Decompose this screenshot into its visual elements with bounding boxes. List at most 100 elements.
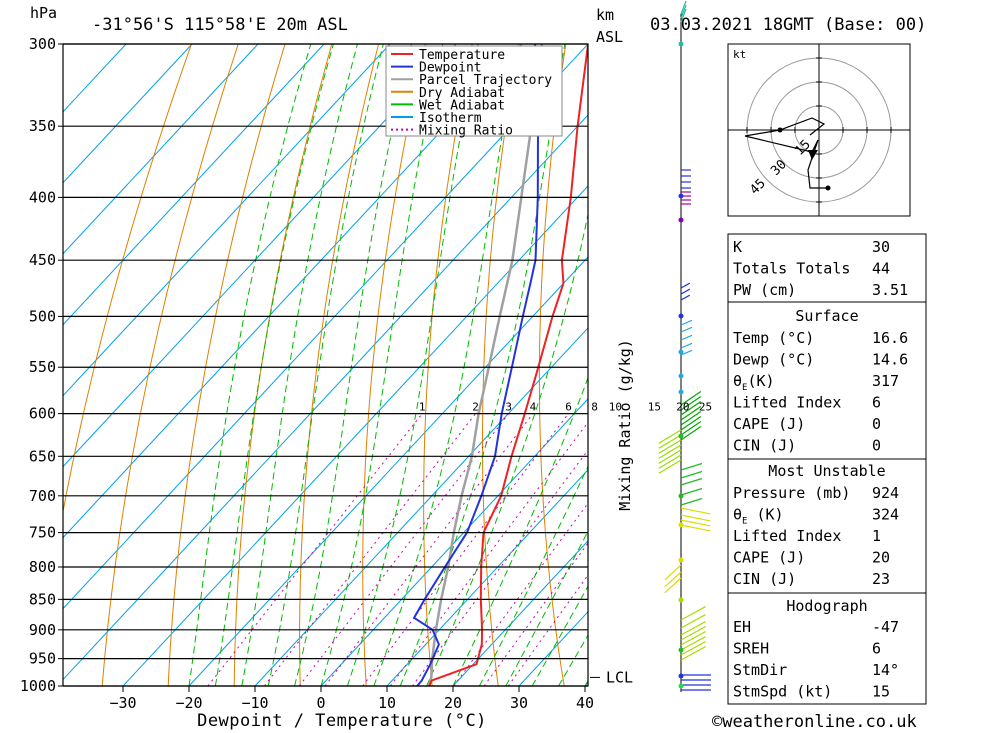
- wind-level-dot: [678, 557, 684, 563]
- wind-barb: [680, 288, 691, 295]
- mu-value: 1: [872, 527, 881, 545]
- wind-barb: [658, 434, 682, 449]
- mixing-ratio-label: 1: [419, 401, 426, 414]
- most-unstable-box: [727, 458, 927, 594]
- wind-barb: [680, 636, 706, 651]
- plot-frame: [62, 43, 589, 687]
- wind-barb: [680, 477, 703, 486]
- pressure-tick-label: 500: [29, 307, 56, 325]
- mixing-ratio-label: 6: [565, 401, 572, 414]
- wind-level-dot: [678, 673, 684, 679]
- mu-label: CIN (J): [733, 570, 796, 588]
- mixing-ratio-label: 25: [699, 401, 712, 414]
- mixing-ratio-label: 4: [530, 401, 537, 414]
- hodo-value: 14°: [872, 661, 899, 679]
- mu-label: Pressure (mb): [733, 484, 850, 502]
- wind-barb: [680, 646, 706, 661]
- wind-barb: [680, 470, 703, 479]
- hpa-label: hPa: [30, 4, 57, 22]
- wind-barb: [680, 487, 703, 496]
- wind-barb: [680, 626, 706, 641]
- mu-value: 324: [872, 506, 899, 524]
- datetime-title: 03.03.2021 18GMT (Base: 00): [650, 15, 926, 35]
- mixing-ratio-label: 3: [505, 401, 512, 414]
- temperature-tick-label: −30: [109, 694, 136, 712]
- hodograph-title: Hodograph: [786, 597, 867, 615]
- wind-barb: [680, 0, 687, 15]
- parcel-trajectory-line: [427, 44, 544, 686]
- temperature-tick-label: −20: [175, 694, 202, 712]
- pressure-tick-label: 450: [29, 251, 56, 269]
- temperature-tick-label: 40: [576, 694, 594, 712]
- mixing-ratio-line: [411, 449, 588, 686]
- temperature-tick-label: 0: [316, 694, 325, 712]
- wind-barb: [680, 631, 706, 646]
- wind-level-dot: [678, 41, 684, 47]
- wind-barb: [658, 429, 682, 444]
- wind-barb: [680, 326, 693, 333]
- wind-level-dot: [678, 522, 684, 528]
- mu-label: CAPE (J): [733, 549, 805, 567]
- legend-label: Dewpoint: [419, 61, 482, 76]
- isotherm-line: [320, 398, 588, 686]
- location-title: -31°56'S 115°58'E 20m ASL: [92, 15, 348, 35]
- surface-label: Temp (°C): [733, 329, 814, 347]
- wet-adiabat-line: [426, 212, 588, 686]
- hodo-value: -47: [872, 618, 899, 636]
- km-label: km: [596, 6, 614, 24]
- temperature-tick-label: 10: [378, 694, 396, 712]
- wind-barb: [680, 614, 706, 629]
- wet-adiabat-line: [294, 44, 412, 686]
- hodo-value: 15: [872, 683, 890, 701]
- mixing-ratio-axis-title: Mixing Ratio (g/kg): [616, 339, 634, 511]
- dry-adiabat-line: [101, 44, 239, 686]
- mixing-ratio-line: [264, 413, 476, 686]
- legend-label: Dry Adiabat: [419, 86, 505, 101]
- wind-barb: [658, 439, 682, 454]
- wind-level-dot: [678, 217, 684, 223]
- mixing-ratio-label: 2: [472, 401, 479, 414]
- hodograph-index-box: [727, 592, 927, 705]
- mu-label: θE (K): [733, 506, 784, 527]
- wet-adiabat-line: [478, 464, 588, 686]
- surface-label: Lifted Index: [733, 394, 841, 412]
- wind-barb: [658, 444, 682, 459]
- isotherm-line: [63, 44, 325, 326]
- wind-barb: [664, 564, 682, 581]
- isotherm-line: [63, 44, 391, 397]
- legend-label: Parcel Trajectory: [419, 73, 552, 88]
- mu-value: 924: [872, 484, 899, 502]
- hodo-label: StmDir: [733, 661, 787, 679]
- dry-adiabat-line: [648, 44, 696, 686]
- wind-level-dot: [678, 389, 684, 395]
- wind-barb: [680, 349, 693, 356]
- pressure-tick-label: 550: [29, 358, 56, 376]
- pressure-tick-label: 750: [29, 524, 56, 542]
- surface-label: θE(K): [733, 372, 775, 393]
- surface-label: CIN (J): [733, 437, 796, 455]
- hodograph-trace: [744, 117, 828, 189]
- wind-level-dot: [678, 683, 684, 689]
- mixing-ratio-line: [507, 574, 588, 686]
- credit-text: ©weatheronline.co.uk: [712, 712, 917, 732]
- mixing-ratio-label: 10: [609, 401, 622, 414]
- wind-barb: [680, 294, 691, 301]
- temperature-tick-label: 20: [444, 694, 462, 712]
- mixing-ratio-line: [362, 413, 569, 686]
- mu-label: Lifted Index: [733, 527, 841, 545]
- indices-top-box: [727, 233, 927, 303]
- index-label: Totals Totals: [733, 260, 850, 278]
- surface-label: Dewp (°C): [733, 351, 814, 369]
- wind-level-dot: [678, 193, 684, 199]
- hodo-label: StmSpd (kt): [733, 683, 832, 701]
- isotherm-line: [63, 44, 523, 539]
- pressure-tick-label: 650: [29, 447, 56, 465]
- mixing-ratio-line: [389, 421, 588, 686]
- legend-label: Temperature: [419, 48, 505, 63]
- wind-level-dot: [678, 373, 684, 379]
- index-label: K: [733, 238, 742, 256]
- temperature-tick-label: 30: [510, 694, 528, 712]
- wind-barb: [680, 497, 703, 506]
- legend-label: Wet Adiabat: [419, 98, 505, 113]
